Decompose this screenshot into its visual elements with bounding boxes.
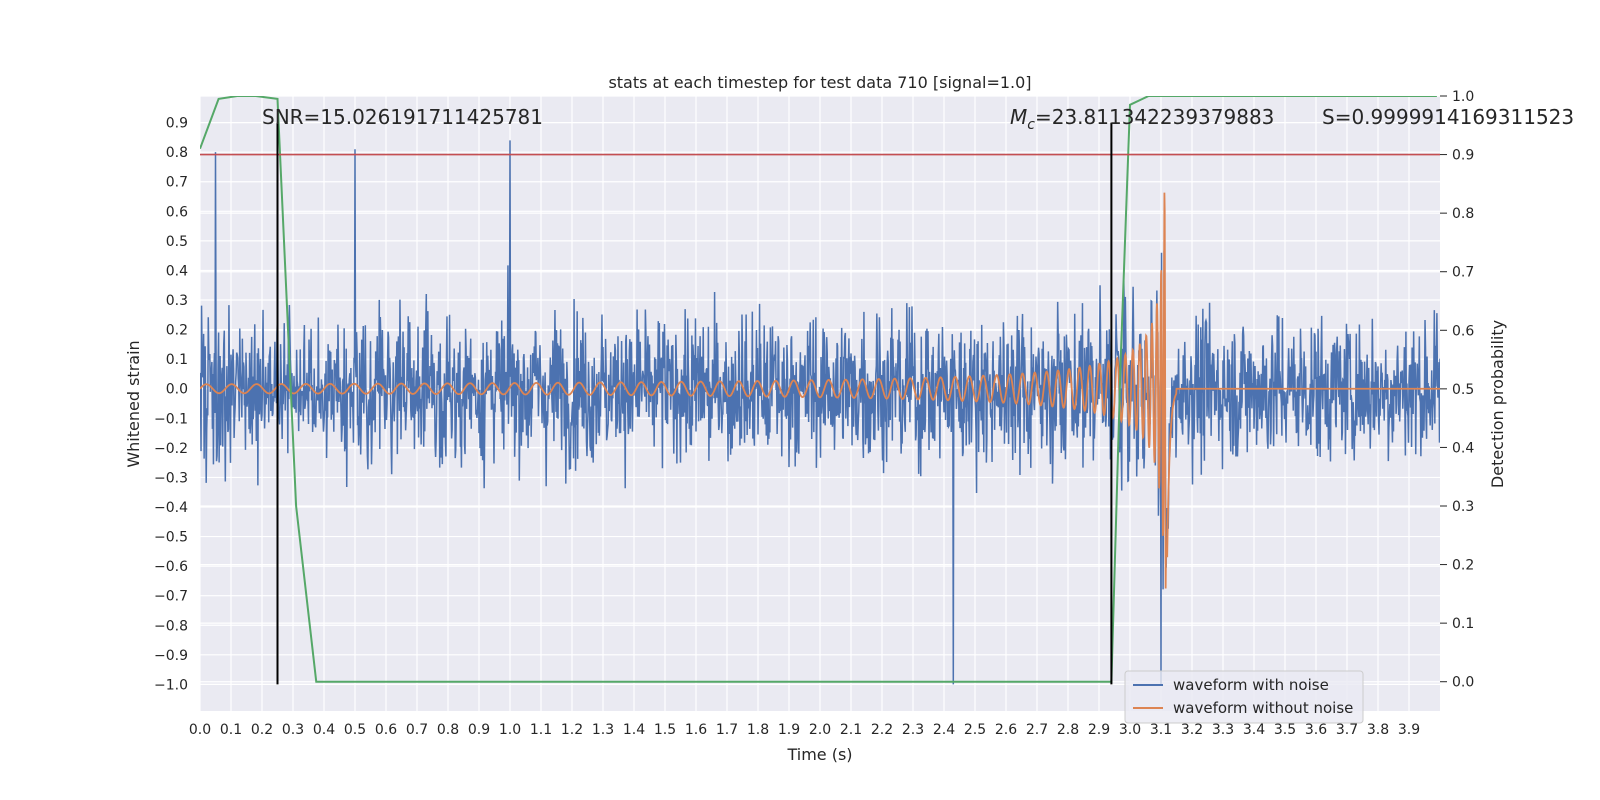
series-detection-probability bbox=[200, 96, 1437, 683]
x-tick-label: 2.7 bbox=[1026, 722, 1048, 738]
y-left-tick-label: −1.0 bbox=[154, 677, 188, 693]
x-tick-label: 0.6 bbox=[375, 722, 397, 738]
x-tick-label: 2.5 bbox=[964, 722, 986, 738]
x-tick-label: 0.5 bbox=[344, 722, 366, 738]
y-left-tick-label: 0.5 bbox=[166, 234, 188, 250]
x-tick-label: 2.3 bbox=[902, 722, 924, 738]
grid-horizontal bbox=[200, 122, 1440, 685]
y-left-tick-label: −0.9 bbox=[154, 648, 188, 664]
x-tick-label: 3.5 bbox=[1274, 722, 1296, 738]
x-tick-label: 3.7 bbox=[1336, 722, 1358, 738]
x-tick-label: 3.0 bbox=[1119, 722, 1141, 738]
y-axis-right-ticks: 1.0 0.9 0.8 0.7 0.6 0.5 0.4 0.3 0.2 0.1 0.0 bbox=[1440, 89, 1474, 691]
x-tick-label: 3.4 bbox=[1243, 722, 1265, 738]
y-axis-left-ticks: 0.9 0.8 0.7 0.6 0.5 0.4 0.3 0.2 0.1 0.0 −0.1 −0.2 −0… bbox=[154, 116, 188, 694]
x-tick-label: 0.4 bbox=[313, 722, 335, 738]
x-tick-label: 2.4 bbox=[933, 722, 955, 738]
x-tick-label: 1.9 bbox=[778, 722, 800, 738]
probability-line bbox=[200, 96, 1437, 683]
y-right-tick-label: 0.0 bbox=[1452, 675, 1474, 691]
y-left-tick-label: −0.1 bbox=[154, 411, 188, 427]
chart-title: stats at each timestep for test data 710… bbox=[608, 73, 1031, 92]
y-left-tick-label: −0.6 bbox=[154, 559, 188, 575]
x-tick-label: 1.8 bbox=[747, 722, 769, 738]
mc-symbol: M bbox=[1010, 105, 1027, 129]
y-left-tick-label: −0.8 bbox=[154, 618, 188, 634]
x-tick-label: 0.0 bbox=[189, 722, 211, 738]
series-waveform-with-noise bbox=[200, 140, 1440, 685]
legend-box bbox=[1124, 670, 1364, 724]
x-tick-label: 2.9 bbox=[1088, 722, 1110, 738]
y-left-tick-label: −0.7 bbox=[154, 589, 188, 605]
noise-waveform-line bbox=[200, 140, 1440, 685]
y-left-tick-label: −0.5 bbox=[154, 530, 188, 546]
x-tick-label: 3.3 bbox=[1212, 722, 1234, 738]
x-tick-label: 2.0 bbox=[809, 722, 831, 738]
snr-annotation: SNR=15.026191711425781 bbox=[262, 105, 543, 129]
marker-lines bbox=[276, 122, 1113, 685]
y-right-tick-label: 0.3 bbox=[1452, 499, 1474, 515]
clean-waveform-line bbox=[200, 192, 1440, 589]
series-waveform-without-noise bbox=[200, 192, 1440, 589]
mc-annotation: Mc=23.811342239379883 bbox=[1010, 105, 1274, 133]
y-left-tick-label: −0.2 bbox=[154, 441, 188, 457]
y-left-tick-label: 0.3 bbox=[166, 293, 188, 309]
x-tick-label: 1.2 bbox=[561, 722, 583, 738]
x-tick-label: 0.2 bbox=[251, 722, 273, 738]
mc-subscript: c bbox=[1027, 117, 1035, 133]
x-tick-label: 1.3 bbox=[592, 722, 614, 738]
x-tick-label: 1.0 bbox=[499, 722, 521, 738]
legend-label-clean: waveform without noise bbox=[1173, 699, 1353, 717]
y-left-tick-label: 0.9 bbox=[166, 116, 188, 132]
x-tick-label: 3.6 bbox=[1305, 722, 1327, 738]
mc-value: =23.811342239379883 bbox=[1035, 105, 1274, 129]
y-axis-left-label: Whitened strain bbox=[124, 340, 143, 467]
x-axis-ticks: 0.0 0.1 0.2 0.3 0.4 0.5 0.6 0.7 0.8 0.9 1.0 1.1 1.2 1… bbox=[189, 722, 1420, 738]
x-tick-label: 3.9 bbox=[1398, 722, 1420, 738]
x-tick-label: 0.3 bbox=[282, 722, 304, 738]
y-right-tick-label: 0.9 bbox=[1452, 148, 1474, 164]
x-tick-label: 0.9 bbox=[468, 722, 490, 738]
y-left-tick-label: 0.7 bbox=[166, 175, 188, 191]
y-left-tick-label: 0.1 bbox=[166, 352, 188, 368]
x-tick-label: 2.6 bbox=[995, 722, 1017, 738]
y-left-tick-label: 0.8 bbox=[166, 145, 188, 161]
x-tick-label: 2.8 bbox=[1057, 722, 1079, 738]
y-right-tick-label: 0.6 bbox=[1452, 323, 1474, 339]
y-left-tick-label: 0.0 bbox=[166, 382, 188, 398]
y-left-tick-label: −0.3 bbox=[154, 470, 188, 486]
x-tick-label: 3.1 bbox=[1150, 722, 1172, 738]
y-right-tick-label: 0.2 bbox=[1452, 558, 1474, 574]
x-tick-label: 1.7 bbox=[716, 722, 738, 738]
x-tick-label: 3.2 bbox=[1181, 722, 1203, 738]
x-tick-label: 0.8 bbox=[437, 722, 459, 738]
y-left-tick-label: 0.4 bbox=[166, 263, 188, 279]
legend-label-noise: waveform with noise bbox=[1173, 676, 1329, 694]
y-right-tick-label: 0.1 bbox=[1452, 616, 1474, 632]
y-left-tick-label: −0.4 bbox=[154, 500, 188, 516]
y-axis-right-label: Detection probability bbox=[1488, 320, 1507, 488]
x-tick-label: 2.2 bbox=[871, 722, 893, 738]
y-right-tick-label: 0.8 bbox=[1452, 206, 1474, 222]
y-left-tick-label: 0.6 bbox=[166, 204, 188, 220]
x-tick-label: 0.7 bbox=[406, 722, 428, 738]
x-tick-label: 1.4 bbox=[623, 722, 645, 738]
y-right-tick-label: 0.7 bbox=[1452, 265, 1474, 281]
s-annotation: S=0.9999914169311523 bbox=[1322, 105, 1574, 129]
legend: waveform with noise waveform without noi… bbox=[1124, 670, 1364, 724]
y-right-tick-label: 0.5 bbox=[1452, 382, 1474, 398]
x-tick-label: 1.1 bbox=[530, 722, 552, 738]
y-right-tick-label: 0.4 bbox=[1452, 440, 1474, 456]
y-left-tick-label: 0.2 bbox=[166, 323, 188, 339]
x-tick-label: 1.6 bbox=[685, 722, 707, 738]
y-right-tick-label: 1.0 bbox=[1452, 89, 1474, 105]
x-axis-label: Time (s) bbox=[786, 745, 852, 764]
x-tick-label: 1.5 bbox=[654, 722, 676, 738]
x-tick-label: 2.1 bbox=[840, 722, 862, 738]
x-tick-label: 0.1 bbox=[220, 722, 242, 738]
x-tick-label: 3.8 bbox=[1367, 722, 1389, 738]
